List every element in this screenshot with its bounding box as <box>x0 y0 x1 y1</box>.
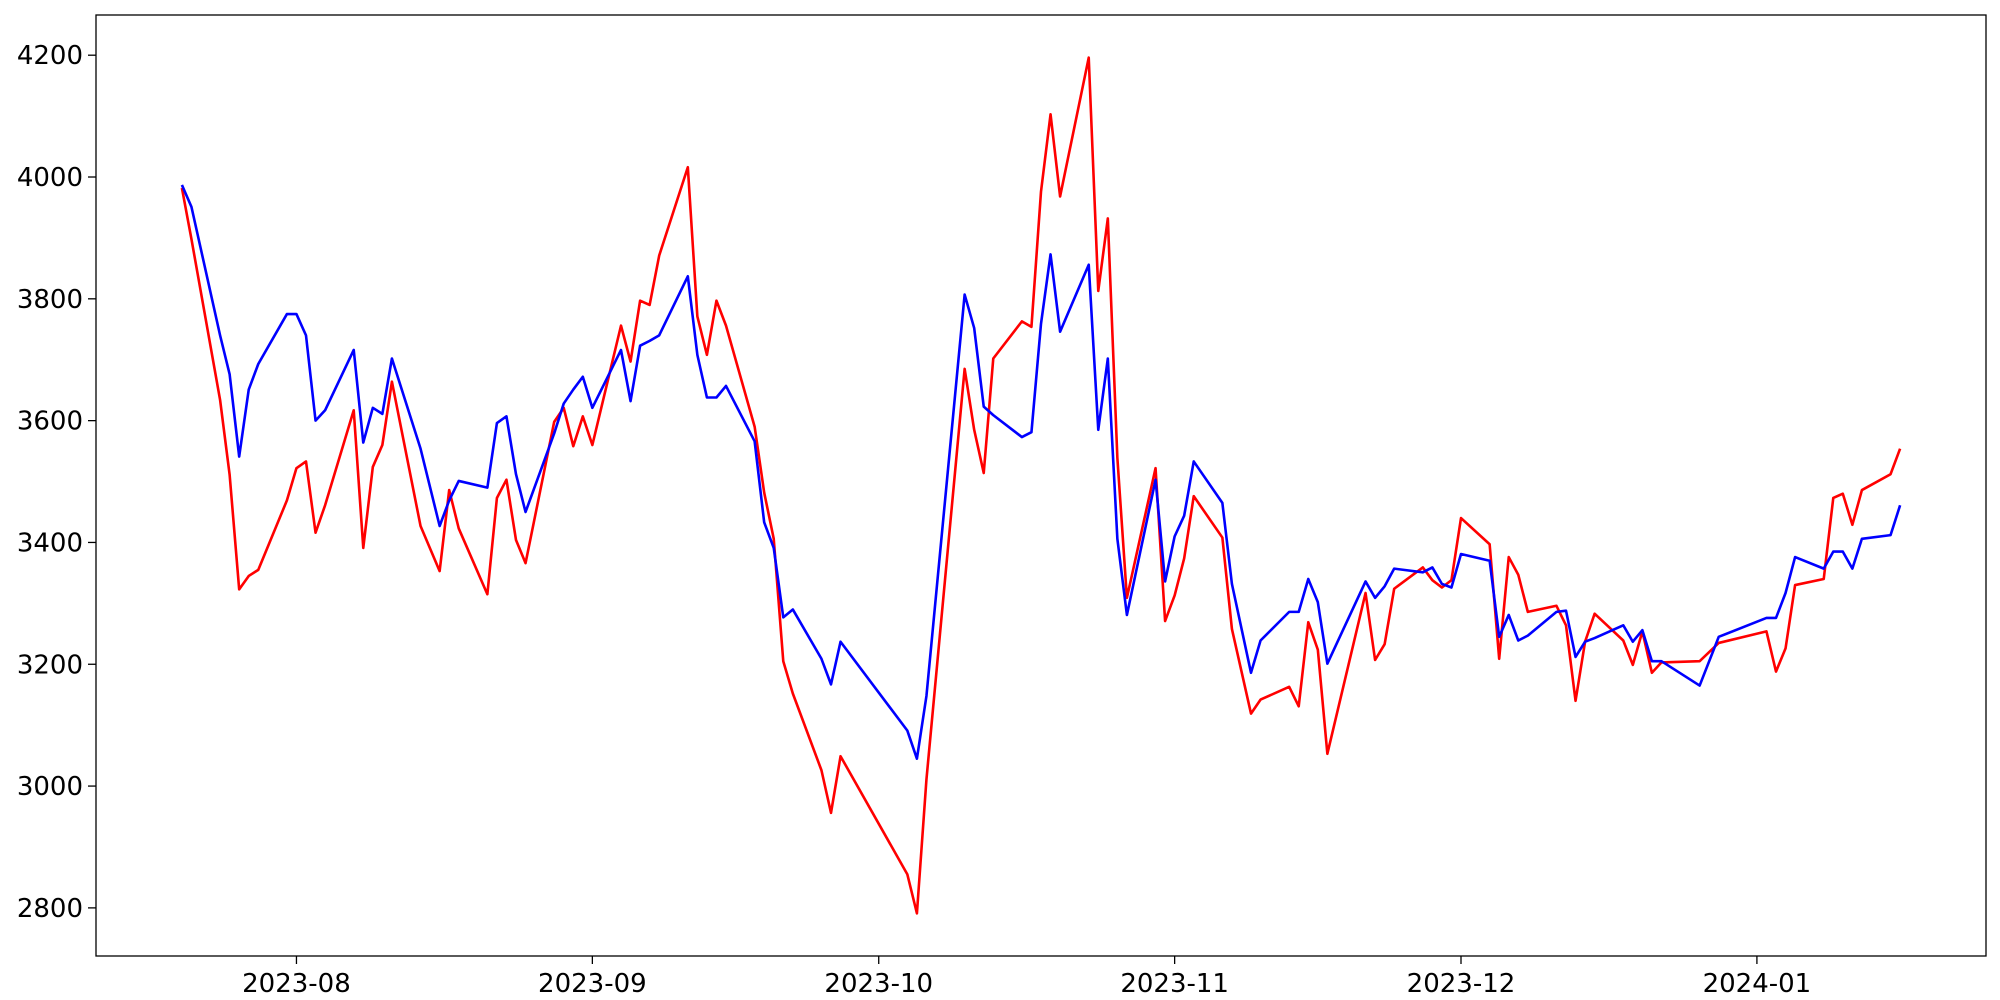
x-tick-label: 2023-12 <box>1407 969 1516 999</box>
x-tick-label: 2023-10 <box>824 969 933 999</box>
line-series <box>180 184 1902 760</box>
y-tick-label: 3200 <box>17 650 83 680</box>
x-tick-label: 2023-11 <box>1120 969 1229 999</box>
x-tick-label: 2023-08 <box>242 969 351 999</box>
y-tick-label: 3800 <box>17 285 83 315</box>
line-series <box>180 56 1902 915</box>
x-tick-label: 2024-01 <box>1703 969 1812 999</box>
x-tick-label: 2023-09 <box>538 969 647 999</box>
plot-frame <box>95 14 1987 957</box>
y-tick-label: 3400 <box>17 528 83 558</box>
y-tick-label: 2800 <box>17 894 83 924</box>
y-tick-label: 4000 <box>17 163 83 193</box>
y-tick-label: 3000 <box>17 772 83 802</box>
y-tick-label: 3600 <box>17 407 83 437</box>
y-tick-label: 4200 <box>17 41 83 71</box>
